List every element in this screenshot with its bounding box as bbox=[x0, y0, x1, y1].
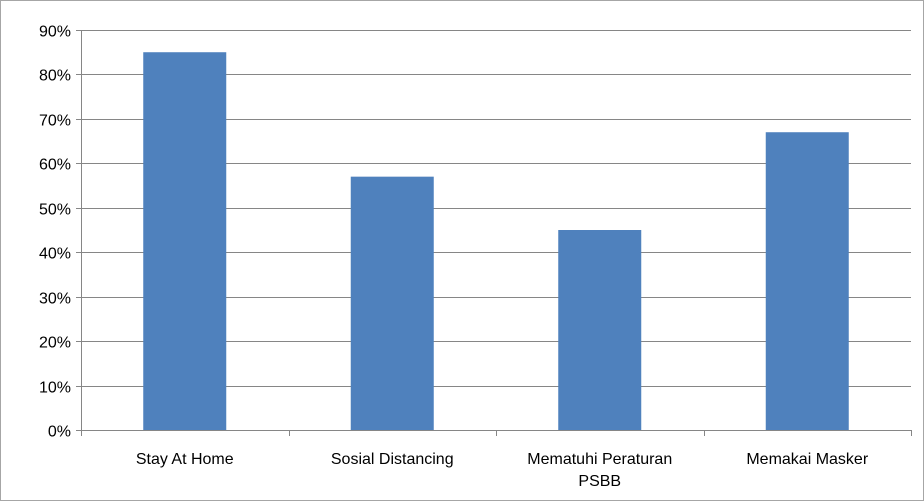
y-tick-label: 60% bbox=[39, 157, 71, 174]
bar-2 bbox=[350, 176, 434, 430]
y-tick-label: 40% bbox=[39, 246, 71, 263]
y-tick-label: 30% bbox=[39, 291, 71, 308]
bars bbox=[143, 52, 849, 430]
bar-1 bbox=[143, 52, 227, 430]
y-tick-label: 80% bbox=[39, 68, 71, 85]
y-tick-label: 50% bbox=[39, 202, 71, 219]
x-tick-label: Stay At Home bbox=[136, 451, 234, 468]
x-tick-label: Sosial Distancing bbox=[331, 451, 454, 468]
y-tick-label: 90% bbox=[39, 24, 71, 41]
y-tick-label: 10% bbox=[39, 380, 71, 397]
bar-3 bbox=[558, 230, 642, 430]
x-tick-label: Mematuhi Peraturan PSBB bbox=[527, 451, 672, 490]
y-tick-labels: 0% 10% 20% 30% 40% 50% 60% 70% 80% 90% bbox=[39, 24, 71, 441]
x-tick-label: Memakai Masker bbox=[746, 451, 868, 468]
axes bbox=[76, 30, 912, 436]
x-tick-labels: Stay At Home Sosial Distancing Mematuhi Pe… bbox=[136, 451, 869, 490]
y-tick-label: 0% bbox=[48, 424, 71, 441]
y-tick-label: 20% bbox=[39, 335, 71, 352]
bar-4 bbox=[765, 132, 849, 430]
y-tick-label: 70% bbox=[39, 113, 71, 130]
